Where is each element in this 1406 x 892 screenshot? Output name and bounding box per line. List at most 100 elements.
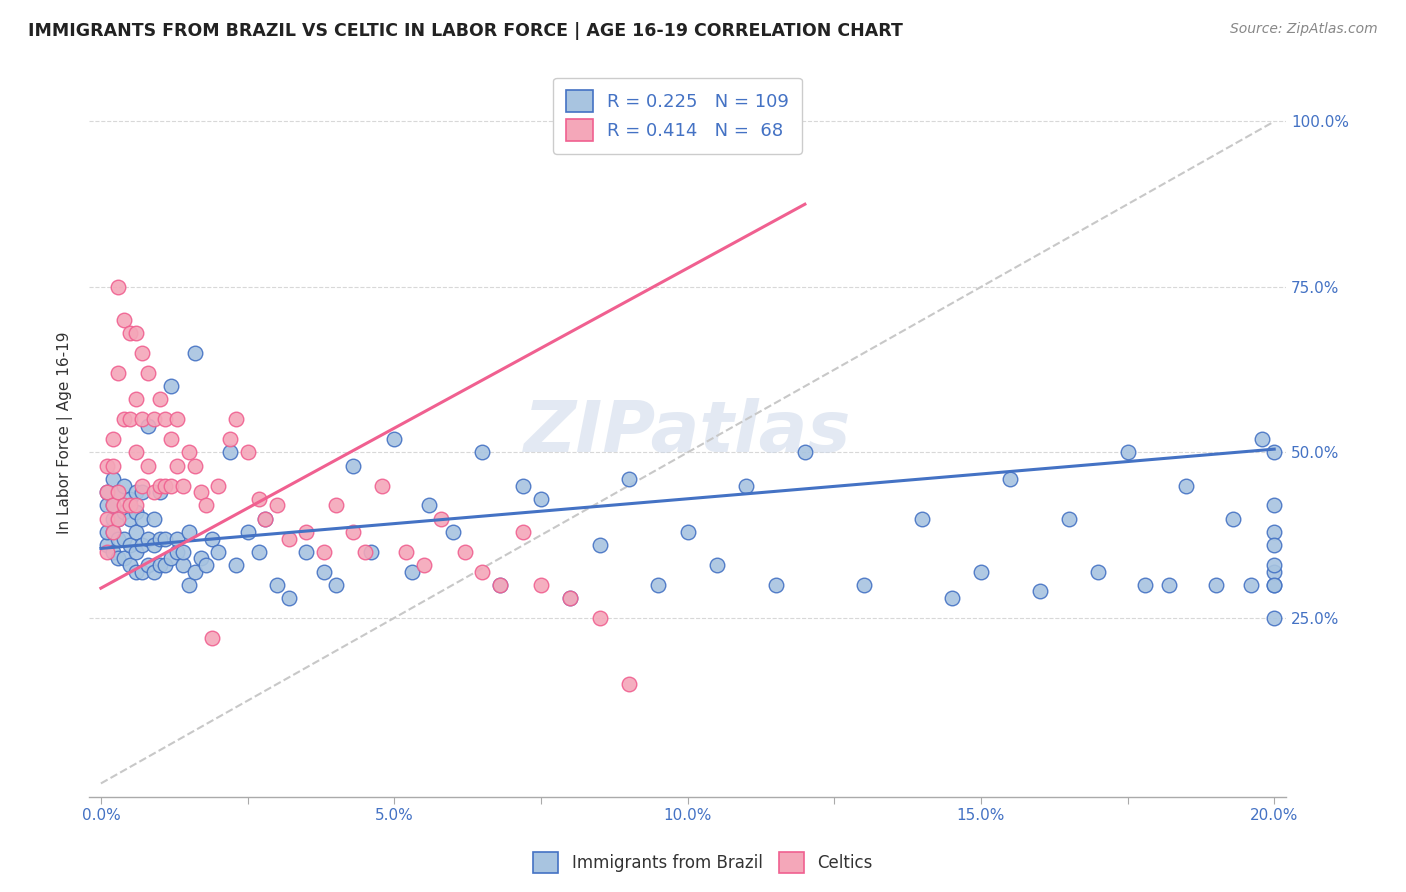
Point bbox=[588, 538, 610, 552]
Point bbox=[325, 499, 347, 513]
Point bbox=[96, 545, 118, 559]
Point bbox=[131, 511, 153, 525]
Point bbox=[911, 511, 934, 525]
Point bbox=[277, 591, 299, 606]
Point bbox=[617, 472, 640, 486]
Point bbox=[236, 524, 259, 539]
Point bbox=[1057, 511, 1080, 525]
Point bbox=[131, 346, 153, 360]
Point bbox=[735, 478, 758, 492]
Point bbox=[706, 558, 728, 572]
Point bbox=[96, 485, 118, 500]
Point bbox=[142, 538, 165, 552]
Point bbox=[1157, 578, 1180, 592]
Point bbox=[184, 565, 207, 579]
Point bbox=[142, 565, 165, 579]
Point bbox=[125, 326, 148, 341]
Point bbox=[617, 677, 640, 691]
Point bbox=[201, 532, 224, 546]
Point bbox=[430, 511, 453, 525]
Point bbox=[1222, 511, 1244, 525]
Point bbox=[471, 565, 494, 579]
Text: IMMIGRANTS FROM BRAZIL VS CELTIC IN LABOR FORCE | AGE 16-19 CORRELATION CHART: IMMIGRANTS FROM BRAZIL VS CELTIC IN LABO… bbox=[28, 22, 903, 40]
Point bbox=[190, 551, 212, 566]
Point bbox=[107, 366, 129, 380]
Point bbox=[107, 280, 129, 294]
Point bbox=[136, 532, 159, 546]
Point bbox=[160, 478, 183, 492]
Point bbox=[107, 485, 129, 500]
Point bbox=[166, 412, 188, 426]
Point bbox=[970, 565, 993, 579]
Point bbox=[125, 445, 148, 459]
Point bbox=[125, 565, 148, 579]
Point bbox=[131, 478, 153, 492]
Point bbox=[530, 491, 553, 506]
Y-axis label: In Labor Force | Age 16-19: In Labor Force | Age 16-19 bbox=[58, 331, 73, 533]
Point bbox=[148, 478, 170, 492]
Point bbox=[1263, 611, 1285, 625]
Point bbox=[1205, 578, 1227, 592]
Point bbox=[101, 511, 124, 525]
Point bbox=[131, 485, 153, 500]
Point bbox=[441, 524, 464, 539]
Point bbox=[96, 524, 118, 539]
Point bbox=[1263, 445, 1285, 459]
Point bbox=[412, 558, 434, 572]
Point bbox=[1240, 578, 1263, 592]
Point bbox=[277, 532, 299, 546]
Point bbox=[96, 511, 118, 525]
Point bbox=[312, 565, 335, 579]
Point bbox=[125, 545, 148, 559]
Point bbox=[120, 558, 142, 572]
Point bbox=[148, 532, 170, 546]
Point bbox=[136, 558, 159, 572]
Point bbox=[382, 432, 405, 446]
Point bbox=[148, 485, 170, 500]
Point bbox=[112, 499, 135, 513]
Point bbox=[101, 499, 124, 513]
Point bbox=[125, 499, 148, 513]
Point bbox=[96, 458, 118, 473]
Legend: Immigrants from Brazil, Celtics: Immigrants from Brazil, Celtics bbox=[526, 846, 880, 880]
Point bbox=[120, 412, 142, 426]
Point bbox=[1087, 565, 1109, 579]
Point bbox=[1263, 578, 1285, 592]
Point bbox=[266, 578, 288, 592]
Point bbox=[131, 538, 153, 552]
Point bbox=[101, 524, 124, 539]
Legend: R = 0.225   N = 109, R = 0.414   N =  68: R = 0.225 N = 109, R = 0.414 N = 68 bbox=[553, 78, 801, 154]
Point bbox=[160, 551, 183, 566]
Point bbox=[101, 524, 124, 539]
Point bbox=[107, 511, 129, 525]
Point bbox=[207, 478, 229, 492]
Point bbox=[236, 445, 259, 459]
Point bbox=[112, 532, 135, 546]
Point bbox=[471, 445, 494, 459]
Point bbox=[1000, 472, 1022, 486]
Text: Source: ZipAtlas.com: Source: ZipAtlas.com bbox=[1230, 22, 1378, 37]
Point bbox=[131, 565, 153, 579]
Point bbox=[125, 485, 148, 500]
Point bbox=[1263, 538, 1285, 552]
Point bbox=[1263, 578, 1285, 592]
Point bbox=[195, 499, 218, 513]
Point bbox=[941, 591, 963, 606]
Point bbox=[136, 366, 159, 380]
Point bbox=[125, 392, 148, 407]
Point bbox=[395, 545, 418, 559]
Point bbox=[120, 491, 142, 506]
Point bbox=[107, 532, 129, 546]
Point bbox=[107, 511, 129, 525]
Point bbox=[325, 578, 347, 592]
Point bbox=[160, 432, 183, 446]
Point bbox=[101, 499, 124, 513]
Point bbox=[765, 578, 787, 592]
Point bbox=[101, 432, 124, 446]
Point bbox=[225, 558, 247, 572]
Point bbox=[1028, 584, 1050, 599]
Point bbox=[96, 538, 118, 552]
Point bbox=[418, 499, 440, 513]
Point bbox=[342, 524, 364, 539]
Point bbox=[453, 545, 475, 559]
